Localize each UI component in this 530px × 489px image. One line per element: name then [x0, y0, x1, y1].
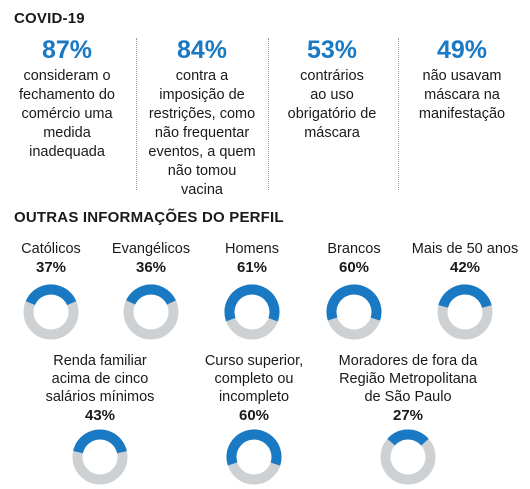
covid-stat-description-line: contra a	[175, 68, 229, 84]
profile-item: Curso superior, completo ou incompleto 60%	[174, 352, 334, 425]
covid-stat-description-line: não tomou	[167, 163, 237, 179]
donut-slice	[437, 284, 493, 340]
profile-item-label: Evangélicos	[71, 240, 231, 258]
donut-chart	[72, 429, 128, 485]
profile-item: Evangélicos 36%	[71, 240, 231, 277]
covid-stat-description-line: imposição de	[159, 87, 245, 103]
covid-stat-description-line: consideram o	[23, 68, 111, 84]
profile-item-label-line: incompleto	[218, 389, 290, 405]
donut-chart	[226, 429, 282, 485]
donut-chart	[380, 429, 436, 485]
covid-section-title: COVID-19	[14, 10, 85, 27]
covid-stat-percent: 84%	[176, 36, 228, 64]
profile-item-label-line: Católicos	[21, 241, 81, 257]
profile-item: Católicos 37%	[0, 240, 131, 277]
covid-stat-description-line: fechamento do	[19, 87, 115, 103]
covid-stat-description-line: comércio uma	[21, 106, 113, 122]
profile-item-label: Homens	[172, 240, 332, 258]
column-separator	[398, 38, 399, 190]
profile-item: Brancos 60%	[274, 240, 434, 277]
donut-chart	[23, 284, 79, 340]
covid-stat-description-line: vacina	[181, 182, 223, 198]
profile-item-label-line: Mais de 50 anos	[411, 241, 519, 257]
profile-item-value-label: 61%	[236, 259, 268, 276]
covid-stat-description-line: obrigatório de	[287, 106, 377, 122]
profile-item-value-label: 60%	[338, 259, 370, 276]
profile-item-label: Moradores de fora da Região Metropolitana…	[328, 352, 488, 406]
covid-stat-description-line: inadequada	[29, 144, 105, 160]
profile-item-label-line: Renda familiar	[53, 353, 147, 369]
profile-item-label: Brancos	[274, 240, 434, 258]
covid-stat: 87% consideram o fechamento do comércio uma…	[2, 36, 132, 162]
covid-stat-description-line: eventos, a quem	[148, 144, 256, 160]
profile-section-title: OUTRAS INFORMAÇÕES DO PERFIL	[14, 209, 284, 226]
donut-slice	[123, 284, 179, 340]
donut-chart	[437, 284, 493, 340]
covid-stat-description-line: ao uso	[310, 87, 354, 103]
profile-item: Homens 61%	[172, 240, 332, 277]
donut-chart	[326, 284, 382, 340]
donut-slice	[380, 429, 436, 485]
covid-stat-description-line: máscara na	[424, 87, 500, 103]
profile-item-label: Curso superior, completo ou incompleto	[174, 352, 334, 406]
profile-item: Mais de 50 anos 42%	[385, 240, 530, 277]
covid-stat: 49% não usavam máscara na manifestação	[402, 36, 522, 124]
profile-item-label-line: Homens	[225, 241, 279, 257]
donut-slice	[72, 429, 128, 485]
column-separator	[268, 38, 269, 190]
profile-item-label: Renda familiar acima de cinco salários mín…	[20, 352, 180, 406]
covid-stat-description: contra a imposição de restrições, como não …	[137, 67, 267, 200]
profile-item-label-line: Região Metropolitana	[339, 371, 477, 387]
profile-item-value-label: 36%	[135, 259, 167, 276]
profile-item-label: Católicos	[0, 240, 131, 258]
profile-item-label-line: Brancos	[327, 241, 381, 257]
profile-item-label: Mais de 50 anos	[385, 240, 530, 258]
covid-stat-description-line: não frequentar	[154, 125, 250, 141]
profile-item-value-label: 37%	[35, 259, 67, 276]
covid-stat-description-line: não usavam	[422, 68, 502, 84]
covid-stat-percent: 49%	[436, 36, 488, 64]
profile-item-label-line: de São Paulo	[364, 389, 452, 405]
donut-slice	[226, 429, 282, 485]
profile-item-value-label: 43%	[84, 407, 116, 424]
profile-item-label-line: Curso superior,	[204, 353, 304, 369]
covid-stat-description: consideram o fechamento do comércio uma med…	[2, 67, 132, 162]
covid-stat-description: não usavam máscara na manifestação	[402, 67, 522, 124]
covid-stat-description-line: manifestação	[418, 106, 506, 122]
covid-stat-description-line: restrições, como	[148, 106, 256, 122]
profile-item-label-line: completo ou	[214, 371, 294, 387]
covid-stat-description-line: medida	[43, 125, 91, 141]
profile-item-value-label: 27%	[392, 407, 424, 424]
covid-stat-description: contrários ao uso obrigatório de máscara	[272, 67, 392, 143]
donut-chart	[123, 284, 179, 340]
profile-item: Moradores de fora da Região Metropolitana…	[328, 352, 488, 425]
donut-chart	[224, 284, 280, 340]
profile-item-label-line: acima de cinco	[51, 371, 149, 387]
profile-item-label-line: Evangélicos	[111, 241, 191, 257]
profile-item: Renda familiar acima de cinco salários mín…	[20, 352, 180, 425]
column-separator	[136, 38, 137, 190]
covid-stat-percent: 87%	[41, 36, 93, 64]
covid-stat-description-line: contrários	[300, 68, 364, 84]
profile-item-value-label: 42%	[449, 259, 481, 276]
profile-item-label-line: Moradores de fora da	[338, 353, 478, 369]
profile-item-label-line: salários mínimos	[45, 389, 155, 405]
covid-stat: 84% contra a imposição de restrições, como n…	[137, 36, 267, 200]
covid-stat-description-line: máscara	[304, 125, 360, 141]
profile-item-value-label: 60%	[238, 407, 270, 424]
donut-slice	[326, 284, 382, 340]
covid-stat-percent: 53%	[306, 36, 358, 64]
covid-stat: 53% contrários ao uso obrigatório de máscara	[272, 36, 392, 143]
